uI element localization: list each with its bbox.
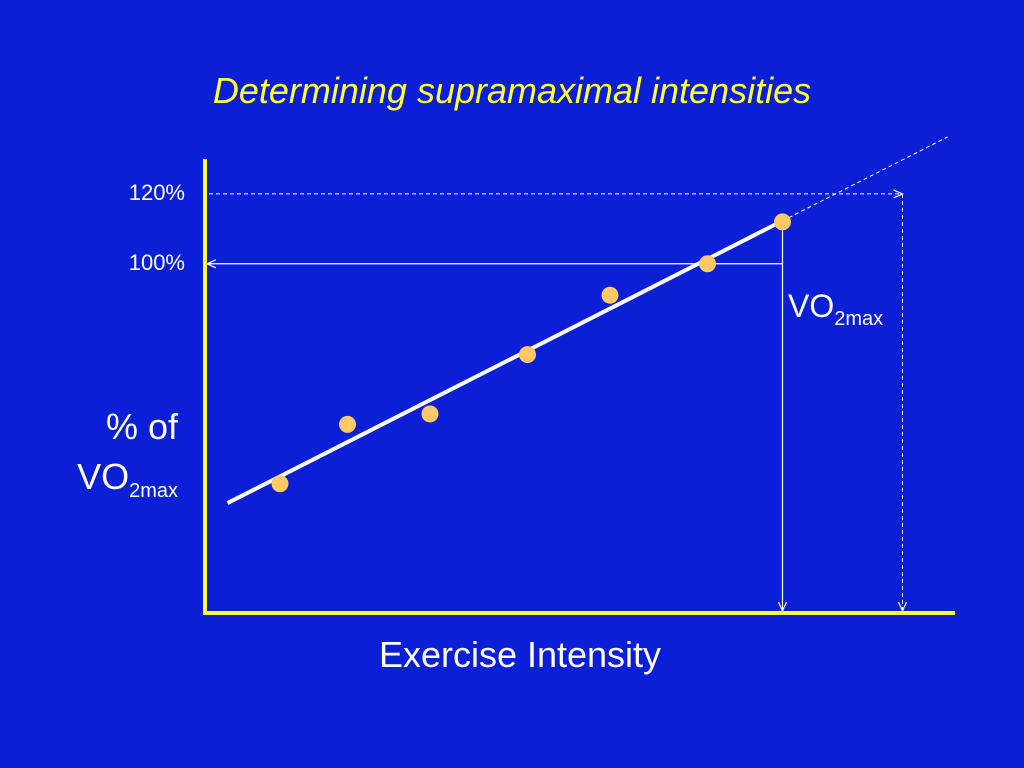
data-point-5 <box>601 286 619 304</box>
vo2max-annotation-main: VO <box>788 288 835 324</box>
y-tick-label-120: 120% <box>128 179 185 205</box>
y-tick-label-100: 100% <box>128 249 185 275</box>
vo2max-annotation: VO2max <box>788 288 883 331</box>
data-point-6 <box>699 255 716 273</box>
slide-title: Determining supramaximal intensities <box>212 70 812 111</box>
data-point-2 <box>339 415 356 433</box>
regression-line-group <box>226 136 948 505</box>
axes <box>203 159 955 615</box>
y-axis-label-main: VO <box>77 456 130 497</box>
y-axis-label-sub: 2max <box>129 480 178 502</box>
data-point-1 <box>271 475 289 493</box>
x-axis-label: Exercise Intensity <box>378 634 662 675</box>
vo2max-annotation-sub: 2max <box>834 308 884 330</box>
y-axis-label-vo2: VO2max <box>0 452 178 516</box>
regression-line <box>226 219 784 505</box>
data-point-4 <box>519 346 536 364</box>
data-point-7 <box>774 213 791 231</box>
regression-extension-dashed <box>782 136 948 222</box>
y-axis-label-prefix: % of <box>105 406 178 447</box>
data-points <box>271 213 791 493</box>
guide-lines <box>207 194 903 611</box>
y-axis-label: % of VO2max <box>0 402 178 516</box>
data-point-3 <box>421 405 439 423</box>
